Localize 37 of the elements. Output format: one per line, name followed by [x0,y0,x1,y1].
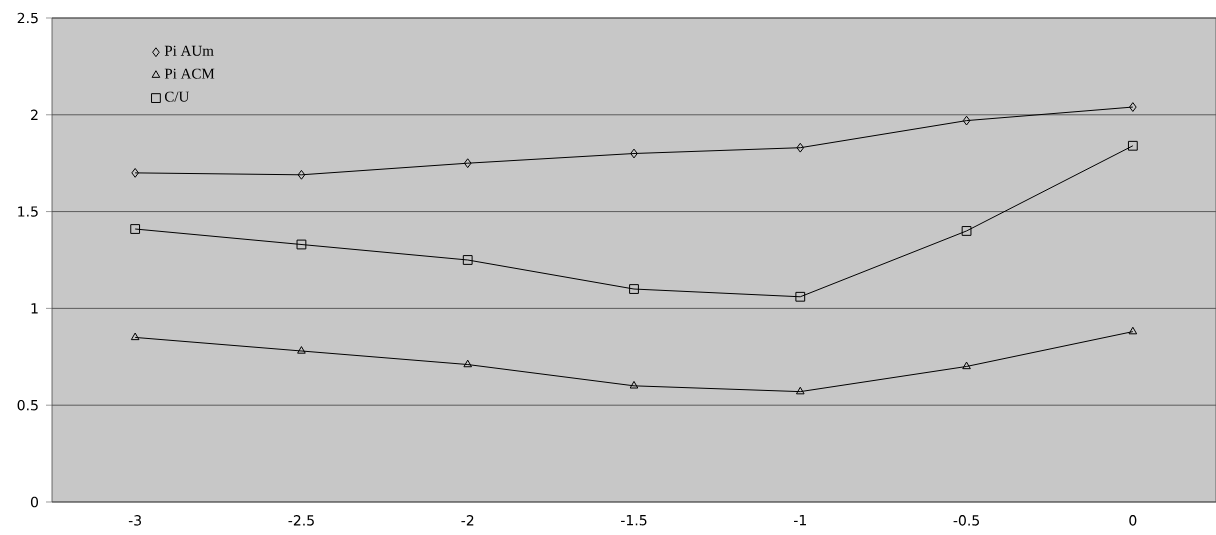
point [629,284,639,294]
point [297,169,306,180]
x-tick-label: -1.5 [621,515,647,526]
point [961,226,972,236]
x-tick-label: 0 [1129,515,1137,526]
x-tick-label: -2 [461,515,474,526]
point [796,142,805,153]
legend-label: C/U [164,91,190,102]
point [629,380,639,389]
y-tick-label: 0.5 [17,399,38,411]
point [463,158,472,169]
x-tick-label: -1 [793,515,806,526]
point [795,291,806,302]
x-tick-label: -3 [128,515,142,526]
point [962,361,971,370]
point [296,239,307,250]
x-tick-label: -2.5 [288,515,314,526]
point [131,167,139,178]
point [462,255,473,265]
point [1128,326,1138,335]
y-tick-label: 1.5 [18,206,38,217]
point [1129,102,1137,112]
point [130,332,140,341]
y-tick-label: 0 [30,496,39,508]
legend-label: Pi ACM [164,68,215,79]
point [962,115,971,126]
point [795,386,805,395]
y-tick-label: 1 [31,303,38,314]
point [1127,140,1138,151]
point [630,148,638,159]
point [130,224,141,234]
legend-label: Pi AUm [164,45,214,56]
y-tick-label: 2.5 [17,12,38,24]
point [297,346,306,354]
x-tick-label: -0.5 [953,515,979,526]
point [463,359,473,368]
y-tick-label: 2 [31,109,38,120]
